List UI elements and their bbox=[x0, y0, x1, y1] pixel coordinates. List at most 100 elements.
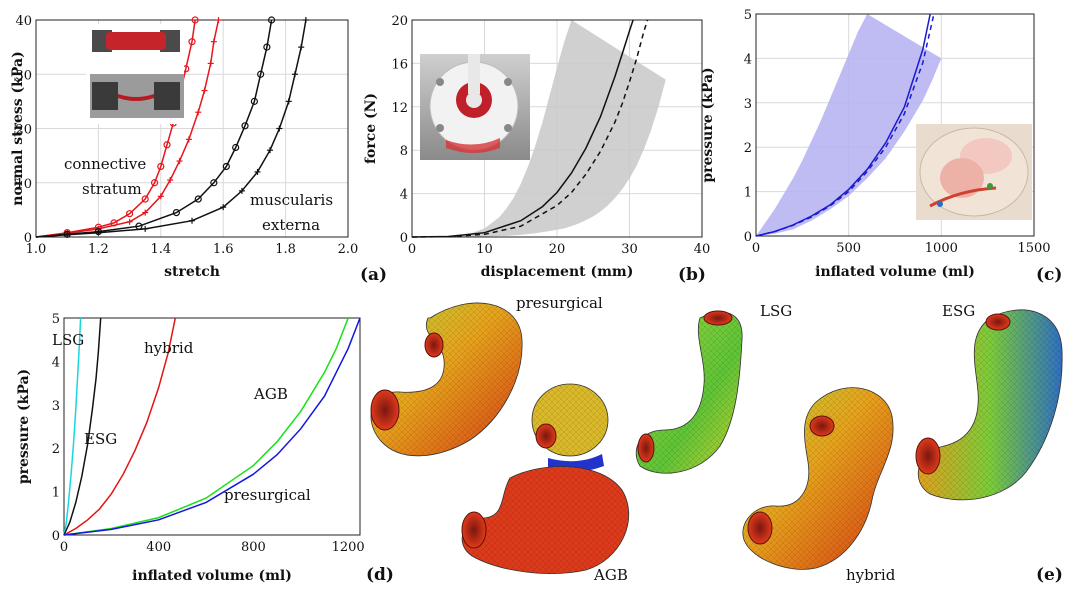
data-point bbox=[188, 38, 196, 46]
data-point bbox=[172, 208, 180, 217]
series-line-a-2 bbox=[35, 19, 273, 238]
y-tick-label: 3 bbox=[744, 97, 752, 112]
y-tick-label: 8 bbox=[400, 144, 408, 159]
series-line-d-0 bbox=[63, 317, 82, 536]
x-axis-label: inflated volume (ml) bbox=[132, 568, 292, 584]
hybrid-mesh bbox=[742, 387, 894, 570]
y-tick-label: 30 bbox=[15, 68, 32, 83]
series-line-d-2 bbox=[63, 317, 177, 536]
panel-a: 1.0 1.2 1.4 1.6 1.8 2.0 0 10 20 30 40 stretch normal… bbox=[10, 14, 387, 285]
y-tick-label: 16 bbox=[391, 57, 408, 72]
series-line-b-1 bbox=[411, 19, 649, 238]
x-tick-label: 10 bbox=[476, 242, 493, 257]
y-tick-label: 20 bbox=[15, 123, 32, 138]
y-tick-label: 2 bbox=[52, 442, 60, 457]
series-label-presurgical: presurgical bbox=[224, 486, 311, 504]
x-axis-label: inflated volume (ml) bbox=[815, 264, 975, 280]
x-tick-label: 40 bbox=[694, 242, 711, 257]
x-tick-label: 1000 bbox=[925, 241, 958, 256]
x-tick-label: 1.2 bbox=[88, 242, 109, 257]
e-label-presurgical: presurgical bbox=[516, 294, 603, 312]
y-tick-label: 40 bbox=[15, 14, 32, 29]
series-label-agb: AGB bbox=[253, 385, 288, 403]
annotation-text: stratum bbox=[82, 180, 142, 198]
e-label-hybrid: hybrid bbox=[846, 566, 896, 584]
panel-label-a: (a) bbox=[360, 265, 387, 285]
y-tick-label: 5 bbox=[52, 312, 60, 327]
data-point bbox=[263, 43, 271, 51]
uncertainty-band bbox=[756, 14, 942, 236]
annotation-text: connective bbox=[64, 155, 146, 173]
series-label-hybrid: hybrid bbox=[144, 339, 194, 357]
y-axis-label: pressure (kPa) bbox=[16, 369, 32, 484]
plot-frame bbox=[411, 19, 703, 238]
y-tick-label: 2 bbox=[744, 141, 752, 156]
data-point bbox=[241, 122, 249, 130]
data-point bbox=[141, 195, 149, 203]
data-point bbox=[267, 16, 276, 24]
series-line-b-0 bbox=[411, 19, 634, 238]
y-axis-label: normal stress (kPa) bbox=[10, 51, 26, 205]
plot-frame bbox=[755, 13, 1035, 237]
y-tick-label: 3 bbox=[52, 399, 60, 414]
lsg-mesh bbox=[635, 310, 743, 474]
y-axis-label: force (N) bbox=[363, 93, 379, 164]
y-tick-label: 0 bbox=[52, 529, 60, 544]
data-point bbox=[250, 97, 258, 105]
panel-label-b: (b) bbox=[678, 265, 706, 285]
panel-label-c: (c) bbox=[1036, 265, 1062, 285]
y-tick-label: 1 bbox=[52, 486, 60, 501]
panel-c: 0 500 1000 1500 0 1 2 3 4 5 inflated volume (ml) pr… bbox=[700, 8, 1062, 285]
annotation-text: muscularis bbox=[250, 191, 333, 209]
series-line-d-4 bbox=[63, 317, 361, 536]
series-label-esg: ESG bbox=[84, 430, 117, 448]
stomach-meshes: presurgical AGB LSG hybrid ESG (e) bbox=[370, 294, 1063, 585]
series-line-a-1 bbox=[35, 19, 220, 238]
x-tick-label: 30 bbox=[621, 242, 638, 257]
data-point bbox=[150, 179, 159, 187]
indentation-test-photo bbox=[420, 54, 530, 160]
y-tick-label: 10 bbox=[15, 177, 32, 192]
data-point bbox=[126, 210, 134, 218]
x-tick-label: 1.8 bbox=[275, 242, 296, 257]
e-label-lsg: LSG bbox=[760, 302, 792, 320]
x-tick-label: 1500 bbox=[1017, 241, 1050, 256]
y-tick-label: 4 bbox=[400, 188, 408, 203]
data-point bbox=[194, 195, 202, 203]
data-point bbox=[191, 16, 199, 24]
series-line-d-1 bbox=[63, 317, 102, 536]
y-tick-label: 4 bbox=[744, 52, 752, 67]
data-point bbox=[210, 179, 218, 187]
panel-label-d: (d) bbox=[366, 565, 394, 585]
inflation-test-photo bbox=[916, 124, 1032, 220]
presurgical-mesh bbox=[370, 302, 523, 457]
series-line-c-1 bbox=[755, 13, 935, 237]
x-tick-label: 2.0 bbox=[338, 242, 359, 257]
panel-d: 0 400 800 1200 0 1 2 3 4 5 inflated volume (ml) pre… bbox=[16, 312, 394, 585]
data-point bbox=[232, 143, 240, 152]
data-point bbox=[163, 141, 171, 149]
y-tick-label: 20 bbox=[391, 14, 408, 29]
plot-frame bbox=[63, 317, 361, 536]
panel-b: 0 10 20 30 40 0 4 8 12 16 20 displacement (mm) force… bbox=[363, 14, 710, 285]
e-label-agb: AGB bbox=[593, 566, 628, 584]
series-label-lsg: LSG bbox=[52, 331, 84, 349]
y-tick-label: 0 bbox=[24, 231, 32, 246]
x-tick-label: 1.4 bbox=[150, 242, 171, 257]
x-tick-label: 1.6 bbox=[213, 242, 234, 257]
y-tick-label: 0 bbox=[744, 230, 752, 245]
x-tick-label: 0 bbox=[752, 241, 760, 256]
panel-label-e: (e) bbox=[1036, 565, 1063, 585]
uncertainty-band bbox=[412, 20, 666, 237]
x-tick-label: 500 bbox=[836, 241, 861, 256]
y-tick-label: 1 bbox=[744, 186, 752, 201]
esg-mesh bbox=[915, 309, 1063, 501]
x-tick-label: 1.0 bbox=[26, 242, 47, 257]
series-line-d-3 bbox=[63, 317, 349, 536]
y-tick-label: 4 bbox=[52, 355, 60, 370]
x-axis-label: displacement (mm) bbox=[481, 264, 634, 280]
agb-mesh bbox=[461, 383, 630, 574]
x-tick-label: 800 bbox=[241, 540, 266, 555]
